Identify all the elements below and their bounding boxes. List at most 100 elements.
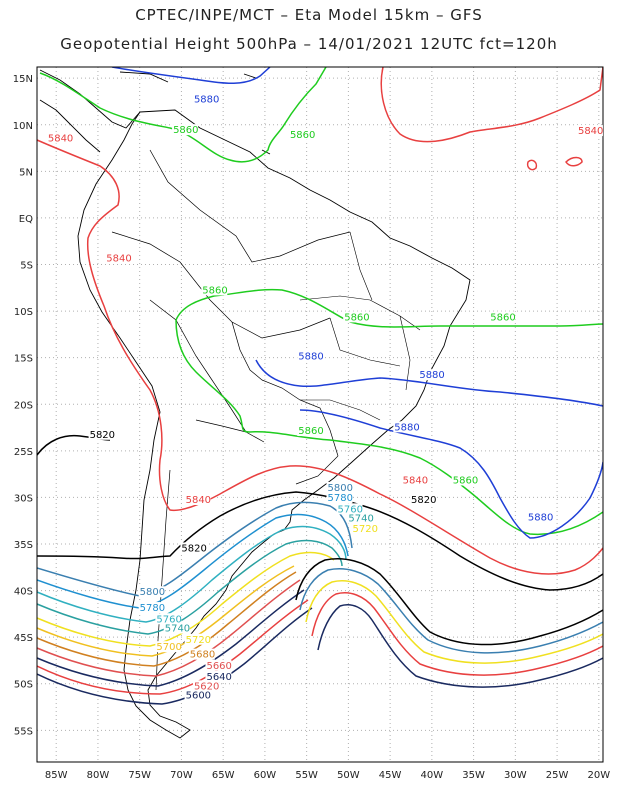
lon-tick-label: 85W bbox=[45, 770, 68, 781]
contour-label-bg bbox=[297, 350, 324, 362]
contour-label-bg bbox=[351, 522, 378, 534]
contours bbox=[37, 67, 603, 705]
contour-label-bg bbox=[105, 252, 132, 264]
contour-5780 bbox=[37, 513, 349, 609]
contour-5860-north bbox=[39, 67, 327, 163]
contour-label-bg bbox=[489, 311, 516, 323]
contour-label-bg bbox=[88, 428, 115, 440]
contour-label: 5780 bbox=[140, 603, 165, 614]
contour-label-bg bbox=[451, 474, 478, 486]
axis-ticks: 15N 10N 5N EQ 5S 10S 15S 20S 25S 30S 35S 40S 45S 50S 5… bbox=[13, 74, 610, 781]
contour-label-bg bbox=[201, 284, 228, 296]
contour-label-bg bbox=[336, 503, 363, 515]
contour-label-bg bbox=[347, 512, 374, 524]
lat-tick-label: EQ bbox=[19, 214, 33, 225]
contour-5880-north bbox=[111, 67, 271, 84]
lat-tick-label: 50S bbox=[14, 680, 33, 691]
contour-5860-central bbox=[175, 288, 603, 328]
contour-label: 5880 bbox=[394, 422, 419, 433]
contour-label: 5680 bbox=[190, 650, 215, 661]
contour-label-bg bbox=[155, 613, 182, 625]
brazil-states bbox=[299, 231, 421, 421]
contour-label-bg bbox=[409, 494, 436, 506]
south-america-coast bbox=[77, 109, 471, 739]
contour-5720 bbox=[37, 551, 335, 647]
lat-tick-label: 40S bbox=[14, 587, 33, 598]
lon-tick-label: 35W bbox=[462, 770, 485, 781]
contour-5620 bbox=[37, 599, 309, 695]
lon-tick-label: 50W bbox=[337, 770, 360, 781]
plot-frame bbox=[36, 66, 604, 763]
contour-label: 5700 bbox=[156, 642, 181, 653]
contour-label-bg bbox=[418, 369, 445, 381]
contour-5660 bbox=[37, 579, 301, 677]
contour-label: 5740 bbox=[165, 624, 190, 635]
contour-label: 5820 bbox=[411, 495, 436, 506]
contour-label: 5880 bbox=[194, 94, 219, 105]
lat-tick-label: 25S bbox=[14, 447, 33, 458]
contour-label: 5660 bbox=[206, 661, 231, 672]
coastline bbox=[39, 69, 471, 739]
contour-label: 5860 bbox=[173, 125, 198, 136]
contour-label-bg bbox=[138, 602, 165, 614]
contour-5860-west bbox=[175, 319, 603, 536]
contour-label: 5840 bbox=[403, 475, 428, 486]
contour-label-bg bbox=[184, 689, 211, 701]
contour-label-bg bbox=[188, 648, 215, 660]
contour-trough-east-5 bbox=[317, 604, 603, 688]
lat-tick-label: 55S bbox=[14, 726, 33, 737]
contour-trough-east bbox=[295, 558, 603, 646]
contour-5880-south bbox=[299, 409, 603, 539]
contour-label: 5740 bbox=[348, 514, 373, 525]
contour-label-bg bbox=[576, 125, 603, 137]
contour-5820-main bbox=[37, 491, 603, 591]
contour-label-bg bbox=[192, 93, 219, 105]
contour-trough-east-2 bbox=[299, 568, 603, 654]
contour-label: 5760 bbox=[338, 504, 363, 515]
lat-tick-label: 30S bbox=[14, 493, 33, 504]
contour-5800 bbox=[37, 501, 353, 597]
contour-label-bg bbox=[326, 481, 353, 493]
contour-labels: 5880 5860 5860 5840 5840 5840 5860 5860 5860 5880… bbox=[46, 93, 603, 702]
contour-label: 5780 bbox=[328, 493, 353, 504]
contour-label-bg bbox=[288, 128, 315, 140]
contour-label: 5840 bbox=[106, 254, 131, 265]
contour-label: 5800 bbox=[328, 483, 353, 494]
contour-label-bg bbox=[46, 132, 73, 144]
contour-label: 5880 bbox=[298, 352, 323, 363]
lon-tick-label: 80W bbox=[87, 770, 110, 781]
contour-5840-north bbox=[37, 139, 603, 575]
lat-tick-label: 45S bbox=[14, 633, 33, 644]
contour-trough-east-3 bbox=[305, 580, 603, 664]
contour-5840-atlantic bbox=[380, 67, 603, 143]
caribbean-islands bbox=[119, 71, 271, 155]
contour-label: 5860 bbox=[453, 475, 478, 486]
contour-label: 5600 bbox=[186, 691, 211, 702]
contour-label: 5620 bbox=[194, 681, 219, 692]
map-title: CPTEC/INPE/MCT – Eta Model 15km – GFS bbox=[135, 6, 483, 24]
lat-tick-label: 5S bbox=[20, 261, 33, 272]
central-america-coast bbox=[39, 69, 141, 153]
contour-label-bg bbox=[401, 474, 428, 486]
lat-tick-label: 10N bbox=[13, 121, 33, 132]
contour-label-bg bbox=[343, 311, 370, 323]
contour-label: 5840 bbox=[186, 495, 211, 506]
contour-label-bg bbox=[163, 622, 190, 634]
contour-label: 5820 bbox=[90, 430, 115, 441]
contour-label: 5720 bbox=[186, 635, 211, 646]
contour-label: 5800 bbox=[140, 587, 165, 598]
lon-tick-label: 30W bbox=[504, 770, 527, 781]
contour-label: 5860 bbox=[490, 312, 515, 323]
contour-label-bg bbox=[155, 641, 182, 653]
contour-label-bg bbox=[526, 511, 553, 523]
contour-label-bg bbox=[192, 680, 219, 692]
contour-label-bg bbox=[180, 542, 207, 554]
contour-5840-blob-1 bbox=[526, 159, 538, 171]
contour-label: 5880 bbox=[528, 513, 553, 524]
contour-label-bg bbox=[326, 492, 353, 504]
contour-label-bg bbox=[184, 633, 211, 645]
contour-label-bg bbox=[172, 124, 199, 136]
contour-label-bg bbox=[205, 671, 232, 683]
lon-tick-label: 75W bbox=[128, 770, 151, 781]
